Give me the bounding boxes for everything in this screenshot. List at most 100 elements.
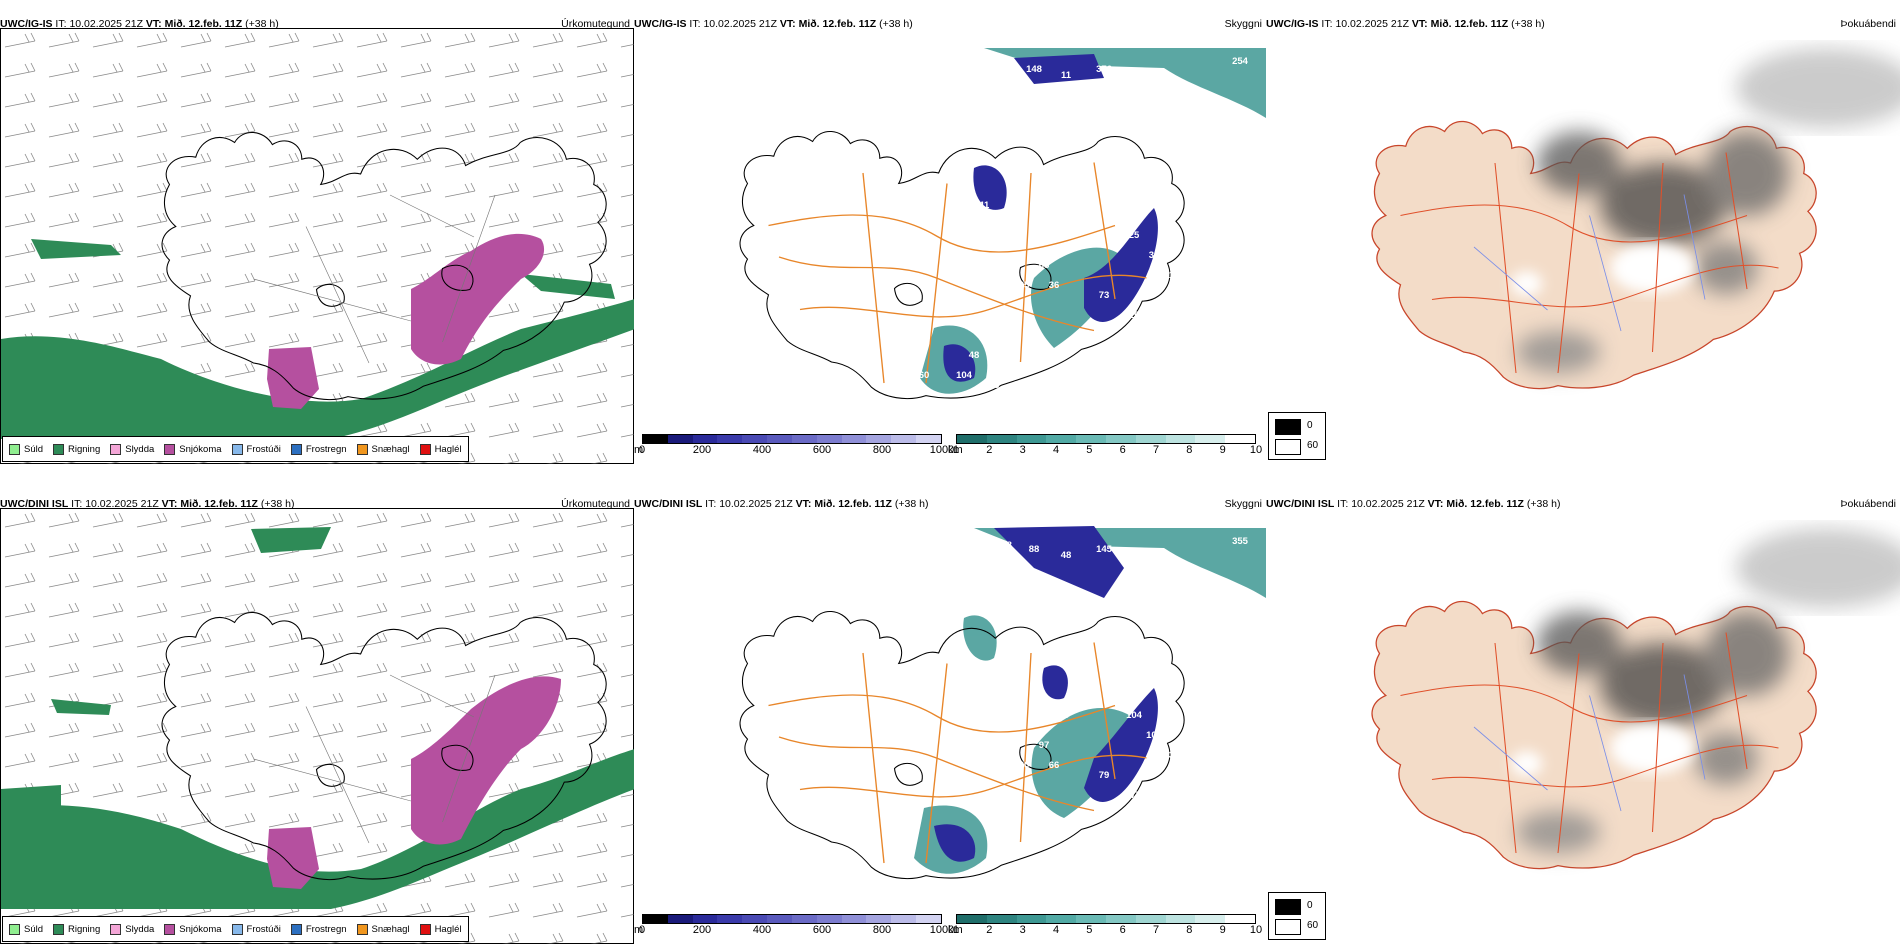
cloudbase-value-label: 104 bbox=[956, 370, 973, 381]
cloudbase-value-label: 208 bbox=[996, 60, 1012, 71]
cloudbase-value-label: 20 bbox=[969, 250, 980, 261]
precip-type-legend: Súld Rigning Slydda Snjókoma Frostúði Fr… bbox=[2, 436, 469, 462]
legend-item: Snjókoma bbox=[164, 443, 222, 455]
cloudbase-value-label: 42 bbox=[1049, 830, 1060, 841]
cloudbase-value-label: 254 bbox=[1232, 56, 1249, 67]
colorbar-segment bbox=[866, 915, 892, 923]
precip-map[interactable] bbox=[0, 28, 634, 464]
colorbar-segment bbox=[742, 435, 768, 443]
panel-header: UWC/IG-IS IT: 10.02.2025 21Z VT: Mið. 12… bbox=[1266, 18, 1545, 30]
colorbar-tick-label: 9 bbox=[1219, 924, 1226, 936]
cloudbase-area bbox=[934, 526, 1158, 862]
visibility-area bbox=[920, 48, 1266, 394]
rain-area bbox=[1, 239, 634, 439]
panel-title: Skyggni bbox=[1224, 498, 1262, 510]
colorbar-tick-label: 4 bbox=[1052, 444, 1060, 456]
fog-key: 0 60 bbox=[1268, 892, 1326, 940]
cloudbase-value-label: 376 bbox=[1096, 64, 1112, 75]
legend-item: Slydda bbox=[110, 923, 154, 935]
fog-indicator-panel-row2: UWC/DINI ISL IT: 10.02.2025 21Z VT: Mið.… bbox=[1266, 494, 1900, 944]
colorbar-segment bbox=[866, 435, 892, 443]
cloudbase-value-label: 69 bbox=[969, 730, 980, 741]
legend-item: Snjókoma bbox=[164, 923, 222, 935]
legend-item: Rigning bbox=[53, 923, 100, 935]
colorbar-segment bbox=[1165, 435, 1196, 443]
colorbar-segment bbox=[667, 435, 693, 443]
colorbar-tick-label: 10 bbox=[1249, 924, 1263, 936]
cloudbase-value-label: 104 bbox=[1126, 710, 1143, 721]
cloudbase-value-label: 88 bbox=[1029, 544, 1040, 555]
colorbar-tick-label: 10 bbox=[1249, 444, 1263, 456]
cloudbase-value-label: 36 bbox=[1049, 280, 1060, 291]
colorbar-segment bbox=[841, 915, 867, 923]
colorbar-tick-label: 400 bbox=[752, 444, 772, 456]
colorbar-tick-label: 600 bbox=[812, 444, 832, 456]
cloudbase-value-label: 37 bbox=[1079, 810, 1090, 821]
colorbar-tick-label: 1 bbox=[952, 924, 960, 936]
cloudbase-value-label: 66 bbox=[1049, 760, 1060, 771]
colorbar-tick-label: 0 bbox=[638, 924, 646, 936]
precip-type-panel-row2: UWC/DINI ISL IT: 10.02.2025 21Z VT: Mið.… bbox=[0, 494, 634, 944]
cloudbase-value-label: 82 bbox=[989, 220, 1000, 231]
cloudbase-map[interactable]: 188 88 48 145 355 88 110 9 107 63 89 97 104 100 69 80 66… bbox=[634, 508, 1266, 908]
panel-header: UWC/IG-IS IT: 10.02.2025 21Z VT: Mið. 12… bbox=[0, 18, 279, 30]
colorbar-tick-label: 6 bbox=[1119, 444, 1126, 456]
cloudbase-value-label: 148 bbox=[1026, 64, 1042, 75]
panel-header: UWC/DINI ISL IT: 10.02.2025 21Z VT: Mið.… bbox=[0, 498, 295, 510]
colorbar-tick-label: 8 bbox=[1186, 444, 1193, 456]
cloudbase-value-label: 31 bbox=[1149, 250, 1160, 261]
rain-area bbox=[1, 527, 634, 909]
panel-title: Úrkomutegund bbox=[561, 498, 630, 510]
legend-item: Súld bbox=[9, 443, 43, 455]
colorbar-segment bbox=[643, 435, 668, 443]
cloudbase-value-label: 100 bbox=[1146, 730, 1162, 741]
legend-item: Súld bbox=[9, 923, 43, 935]
cloudbase-value-label: 9 bbox=[981, 680, 986, 691]
colorbar-segment bbox=[1195, 915, 1226, 923]
colorbar-segment bbox=[791, 915, 817, 923]
colorbar-segment bbox=[667, 915, 693, 923]
fog-map[interactable] bbox=[1266, 508, 1900, 944]
legend-item: Frostúði bbox=[231, 443, 281, 455]
colorbar-segment bbox=[717, 915, 743, 923]
colorbar-tick-label: 4 bbox=[1052, 924, 1060, 936]
legend-item: Snæhagl bbox=[356, 923, 410, 935]
cloudbase-value-label: 80 bbox=[1019, 760, 1030, 771]
legend-item: Rigning bbox=[53, 443, 100, 455]
fog-map[interactable] bbox=[1266, 28, 1900, 464]
colorbar-tick-label: 400 bbox=[752, 924, 772, 936]
colorbar-segment bbox=[891, 435, 917, 443]
cloudbase-value-label: 79 bbox=[1099, 770, 1110, 781]
fog-indicator-panel-row1: UWC/IG-IS IT: 10.02.2025 21Z VT: Mið. 12… bbox=[1266, 14, 1900, 464]
cloudbase-value-label: 30 bbox=[1069, 160, 1080, 171]
colorbar-segment bbox=[742, 915, 768, 923]
precip-map[interactable] bbox=[0, 508, 634, 944]
cloudbase-value-label: 68 bbox=[1039, 260, 1050, 271]
cloudbase-value-label: 188 bbox=[996, 540, 1012, 551]
panel-header: UWC/DINI ISL IT: 10.02.2025 21Z VT: Mið.… bbox=[634, 498, 929, 510]
colorbar-tick-label: 3 bbox=[1019, 924, 1026, 936]
cloudbase-value-label: 89 bbox=[1059, 710, 1070, 721]
cloudbase-value-label: 63 bbox=[1009, 690, 1020, 701]
legend-item: Frostúði bbox=[231, 923, 281, 935]
colorbar-segment bbox=[1076, 915, 1106, 923]
colorbar-segment bbox=[1105, 915, 1136, 923]
cloudbase-value-label: 11 bbox=[1061, 70, 1072, 81]
cloudbase-map[interactable]: 208 148 11 376 254 30 80 41 82 121 64 68 25 31 20 85 36 1… bbox=[634, 28, 1266, 428]
precip-type-panel-row1: UWC/IG-IS IT: 10.02.2025 21Z VT: Mið. 12… bbox=[0, 14, 634, 464]
cloudbase-value-label: 80 bbox=[1099, 150, 1110, 161]
colorbar-segment bbox=[1105, 435, 1136, 443]
legend-item: Frostregn bbox=[290, 923, 347, 935]
cloudbase-colorbar: 0 200 400 600 800 1000 m bbox=[634, 914, 954, 936]
panel-title: Þokuábendi bbox=[1840, 18, 1896, 30]
colorbar-tick-label: 8 bbox=[1186, 924, 1193, 936]
colorbar-tick-label: 2 bbox=[986, 444, 993, 456]
colorbar-segment bbox=[1195, 435, 1226, 443]
cloudbase-value-label: 48 bbox=[1061, 550, 1072, 561]
colorbar-segment bbox=[1165, 915, 1196, 923]
colorbar-tick-label: 1000 bbox=[929, 924, 955, 936]
visibility-colorbar: 1 2 3 4 5 6 7 8 9 10 km bbox=[948, 914, 1262, 936]
cloudbase-value-label: 20 bbox=[929, 400, 940, 411]
snow-area bbox=[267, 676, 561, 889]
